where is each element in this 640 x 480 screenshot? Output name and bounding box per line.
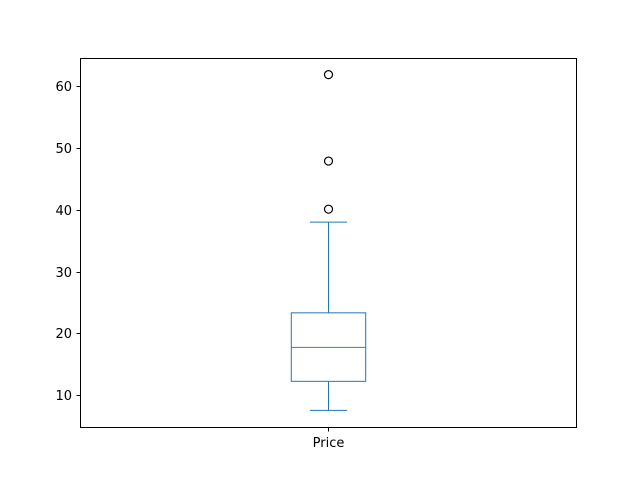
outlier-point bbox=[323, 156, 334, 166]
y-tick-label: 30 bbox=[55, 266, 72, 281]
plot-frame bbox=[80, 58, 577, 428]
y-tick-label: 40 bbox=[55, 204, 72, 219]
x-tick-label: Price bbox=[313, 436, 345, 451]
outlier-point bbox=[323, 70, 334, 80]
y-tick-label: 10 bbox=[55, 389, 72, 404]
x-axis: Price bbox=[313, 427, 345, 451]
y-tick-label: 20 bbox=[55, 327, 72, 342]
outlier-point bbox=[323, 204, 334, 214]
box-price bbox=[290, 70, 367, 411]
y-tick-label: 50 bbox=[55, 142, 72, 157]
boxes-layer bbox=[290, 70, 367, 411]
y-tick-label: 60 bbox=[55, 80, 72, 95]
y-axis: 10 20 30 40 50 60 bbox=[55, 80, 81, 404]
